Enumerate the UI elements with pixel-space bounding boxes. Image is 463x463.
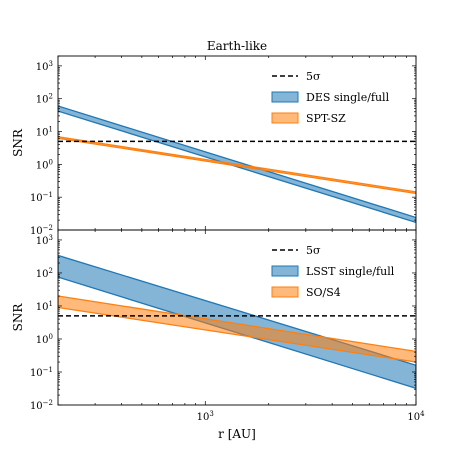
panel-1: 10−2 10−1 100 101 102 103 Earth-like SNR 5σ DES s… (11, 39, 417, 237)
y-tick-label: 102 (36, 267, 53, 280)
y-axis-label: SNR (11, 128, 25, 157)
legend: 5σ DES single/full SPT-SZ (271, 70, 390, 125)
y-tick-label: 101 (36, 300, 53, 313)
y-axis-label: SNR (11, 303, 25, 332)
y-tick-label: 103 (36, 234, 53, 247)
legend-swatch (271, 91, 299, 103)
legend-swatch (271, 112, 299, 124)
x-axis-label: r [AU] (218, 427, 256, 441)
y-tick-label: 10−1 (30, 366, 53, 379)
band-2-2 (58, 295, 416, 363)
y-tick-label: 100 (36, 158, 53, 171)
legend-label: SO/S4 (306, 286, 341, 299)
band-2-1 (58, 254, 416, 390)
band-1-2 (58, 136, 416, 195)
legend-label: SPT-SZ (306, 112, 346, 125)
y-tick-label: 10−2 (30, 399, 53, 412)
legend-label: 5σ (306, 70, 321, 83)
y-tick-label: 10−2 (30, 224, 53, 237)
legend-swatch (271, 286, 299, 298)
legend: 5σ LSST single/full SO/S4 (271, 244, 395, 299)
plot-area (58, 254, 416, 390)
x-tick-label: 104 (407, 410, 425, 423)
y-tick-label: 102 (36, 93, 53, 106)
y-tick-label: 100 (36, 333, 53, 346)
y-tick-label: 101 (36, 126, 53, 139)
x-tick-label: 103 (197, 410, 214, 423)
y-tick-label: 103 (36, 60, 53, 73)
plot-area (58, 105, 416, 224)
y-tick-label: 10−1 (30, 191, 53, 204)
legend-label: LSST single/full (306, 265, 395, 278)
panel-title: Earth-like (207, 39, 267, 53)
legend-label: DES single/full (306, 91, 390, 104)
legend-label: 5σ (306, 244, 321, 257)
legend-swatch (271, 265, 299, 277)
panel-2: 10−2 10−1 100 101 102 103 103 104 SNR r [AU] 5σ LSS… (11, 229, 425, 441)
axes-frame (57, 229, 417, 406)
